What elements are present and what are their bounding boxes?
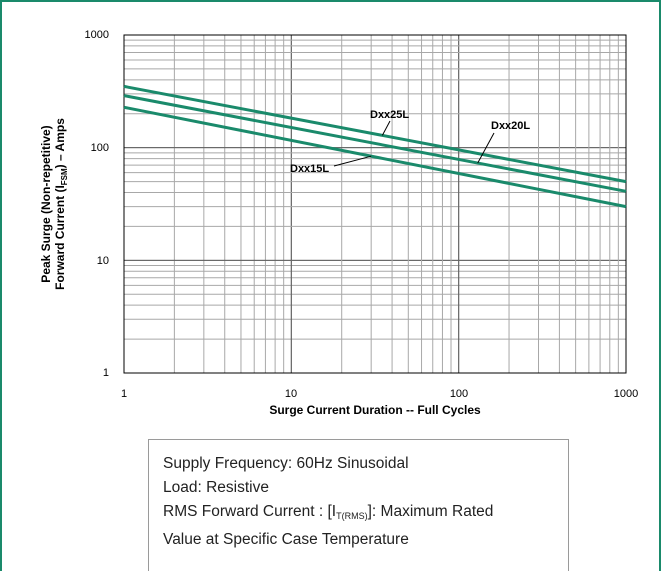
x-tick-label-1: 1 <box>121 388 127 400</box>
y-tick-label-1: 1 <box>103 367 109 379</box>
series-line-dxx20l <box>123 94 627 193</box>
surge-current-chart: 1 10 100 1000 1 10 100 1000 Surge Curren… <box>39 29 638 417</box>
series-label-dxx15l: Dxx15L <box>290 163 329 175</box>
series-lines <box>123 84 627 209</box>
note-rms-forward-current: RMS Forward Current : [IT(RMS)]: Maximum… <box>163 503 494 521</box>
y-tick-label-1000: 1000 <box>85 29 109 41</box>
y-axis-label-line1: Peak Surge (Non-repetitive) <box>39 125 53 282</box>
x-axis-label: Surge Current Duration -- Full Cycles <box>269 403 481 417</box>
leader-dxx25l <box>381 120 391 136</box>
note-supply-frequency: Supply Frequency: 60Hz Sinusoidal <box>163 455 409 472</box>
series-label-dxx20l: Dxx20L <box>491 120 530 132</box>
series-label-leaders <box>333 120 495 167</box>
x-tick-label-100: 100 <box>450 388 468 400</box>
y-axis-label-line2: Forward Current (IFSM) – Amps <box>53 118 69 290</box>
x-tick-label-1000: 1000 <box>614 388 638 400</box>
conditions-note-box: Supply Frequency: 60Hz Sinusoidal Load: … <box>148 439 569 571</box>
x-tick-label-10: 10 <box>285 388 297 400</box>
note-load: Load: Resistive <box>163 479 269 496</box>
y-tick-label-10: 10 <box>97 255 109 267</box>
chart-grid <box>123 34 627 374</box>
series-label-dxx25l: Dxx25L <box>370 109 409 121</box>
leader-dxx20l <box>477 132 495 164</box>
series-line-dxx25l <box>123 84 627 184</box>
note-case-temperature: Value at Specific Case Temperature <box>163 531 409 548</box>
y-tick-label-100: 100 <box>91 142 109 154</box>
series-line-dxx15l <box>123 105 627 209</box>
leader-dxx15l <box>333 155 372 167</box>
plot-border <box>123 34 627 374</box>
